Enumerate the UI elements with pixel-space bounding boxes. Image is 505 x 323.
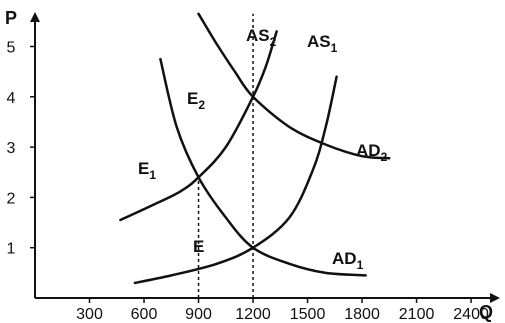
y-tick-label: 1 [7, 241, 16, 258]
axes: P Q 300 600 900 1200 1500 1800 2100 2400 1 2 3 4 5 [5, 8, 500, 323]
y-axis-arrow-icon [30, 12, 40, 22]
x-axis-title: Q [479, 302, 493, 322]
curve-label-as1: AS1 [307, 32, 338, 55]
x-tick-label: 600 [131, 306, 158, 323]
labels-group: AS1 AS2 AD1 AD2 E E1 E2 [138, 26, 388, 272]
series-group [119, 12, 391, 285]
equilibrium-label-e1: E1 [138, 159, 156, 182]
curve-ad2 [197, 12, 391, 160]
x-axis-arrow-icon [490, 293, 500, 303]
equilibrium-label-e: E [193, 237, 204, 256]
equilibrium-label-e2: E2 [187, 89, 205, 112]
y-tick-label: 5 [7, 40, 16, 57]
x-tick-label: 2100 [399, 306, 435, 323]
curve-as2 [119, 30, 278, 222]
x-tick-label: 1500 [290, 306, 326, 323]
y-tick-label: 2 [7, 190, 16, 207]
y-axis-title: P [5, 8, 17, 28]
x-tick-label: 1800 [344, 306, 380, 323]
curve-label-ad1: AD1 [332, 249, 364, 272]
curve-ad1 [159, 57, 367, 277]
curve-label-ad2: AD2 [356, 141, 388, 164]
guide-lines [197, 13, 254, 298]
x-tick-label: 300 [76, 306, 103, 323]
x-tick-label: 2400 [453, 306, 489, 323]
curve-label-as2: AS2 [246, 26, 277, 49]
y-tick-label: 4 [7, 90, 16, 107]
curve-as1 [133, 75, 338, 285]
x-tick-label: 900 [185, 306, 212, 323]
x-tick-label: 1200 [235, 306, 271, 323]
y-tick-label: 3 [7, 140, 16, 157]
